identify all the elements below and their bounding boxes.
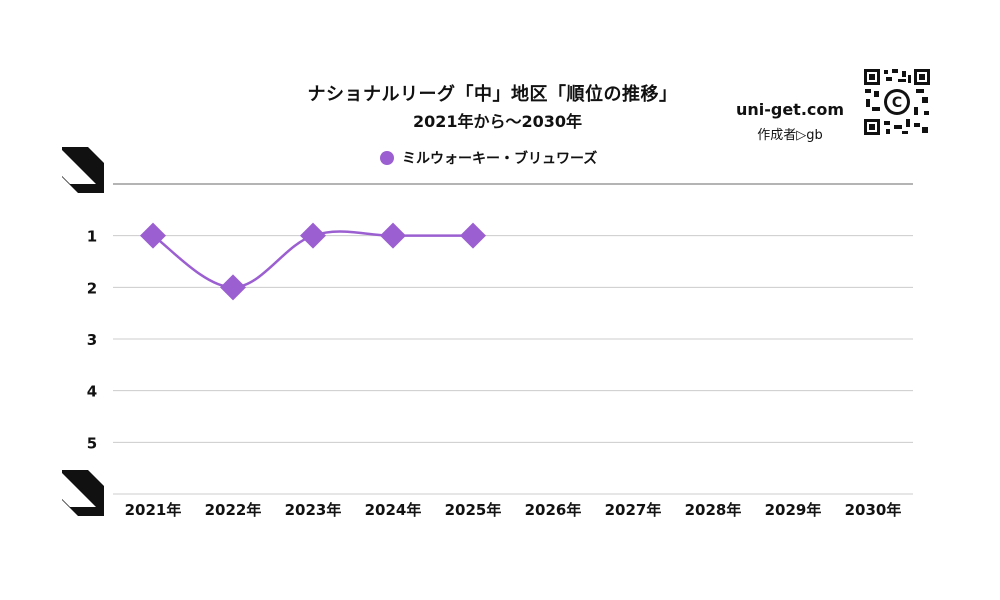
legend-label: ミルウォーキー・ブリュワーズ: [402, 151, 598, 167]
grid-lines: [113, 183, 913, 495]
x-tick-label: 2027年: [605, 501, 662, 519]
x-axis-ticks: 2021年 2022年 2023年 2024年 2025年 2026年 2027年 2028年…: [125, 501, 902, 519]
data-point-marker: [300, 222, 326, 249]
y-tick-label: 2: [87, 279, 97, 297]
x-tick-label: 2030年: [845, 501, 902, 519]
qr-code-icon: C: [862, 67, 932, 137]
y-axis-ticks: 1 2 3 4 5: [87, 228, 97, 453]
series-markers: [140, 222, 486, 301]
x-tick-label: 2026年: [525, 501, 582, 519]
chart-title: ナショナルリーグ「中」地区「順位の推移」: [307, 84, 678, 105]
y-tick-label: 1: [87, 228, 97, 246]
data-point-marker: [380, 222, 406, 249]
data-point-marker: [220, 274, 246, 301]
x-tick-label: 2029年: [765, 501, 822, 519]
author-credit: 作成者▷gb: [757, 128, 823, 143]
top-corner-notch: [62, 150, 96, 184]
bottom-corner-notch: [62, 473, 96, 507]
x-tick-label: 2021年: [125, 501, 182, 519]
site-name: uni-get.com: [735, 100, 845, 119]
x-tick-label: 2022年: [205, 501, 262, 519]
y-tick-label: 4: [87, 383, 97, 401]
x-tick-label: 2025年: [445, 501, 502, 519]
data-point-marker: [460, 222, 486, 249]
data-point-marker: [140, 222, 166, 249]
y-tick-label: 3: [87, 331, 97, 349]
x-tick-label: 2028年: [685, 501, 742, 519]
legend-swatch: [380, 151, 394, 165]
y-tick-label: 5: [87, 434, 97, 452]
x-tick-label: 2023年: [285, 501, 342, 519]
legend: ミルウォーキー・ブリュワーズ: [380, 148, 597, 168]
chart-subtitle: 2021年から〜2030年: [412, 112, 583, 131]
x-tick-label: 2024年: [365, 501, 422, 519]
svg-text:C: C: [892, 95, 902, 111]
